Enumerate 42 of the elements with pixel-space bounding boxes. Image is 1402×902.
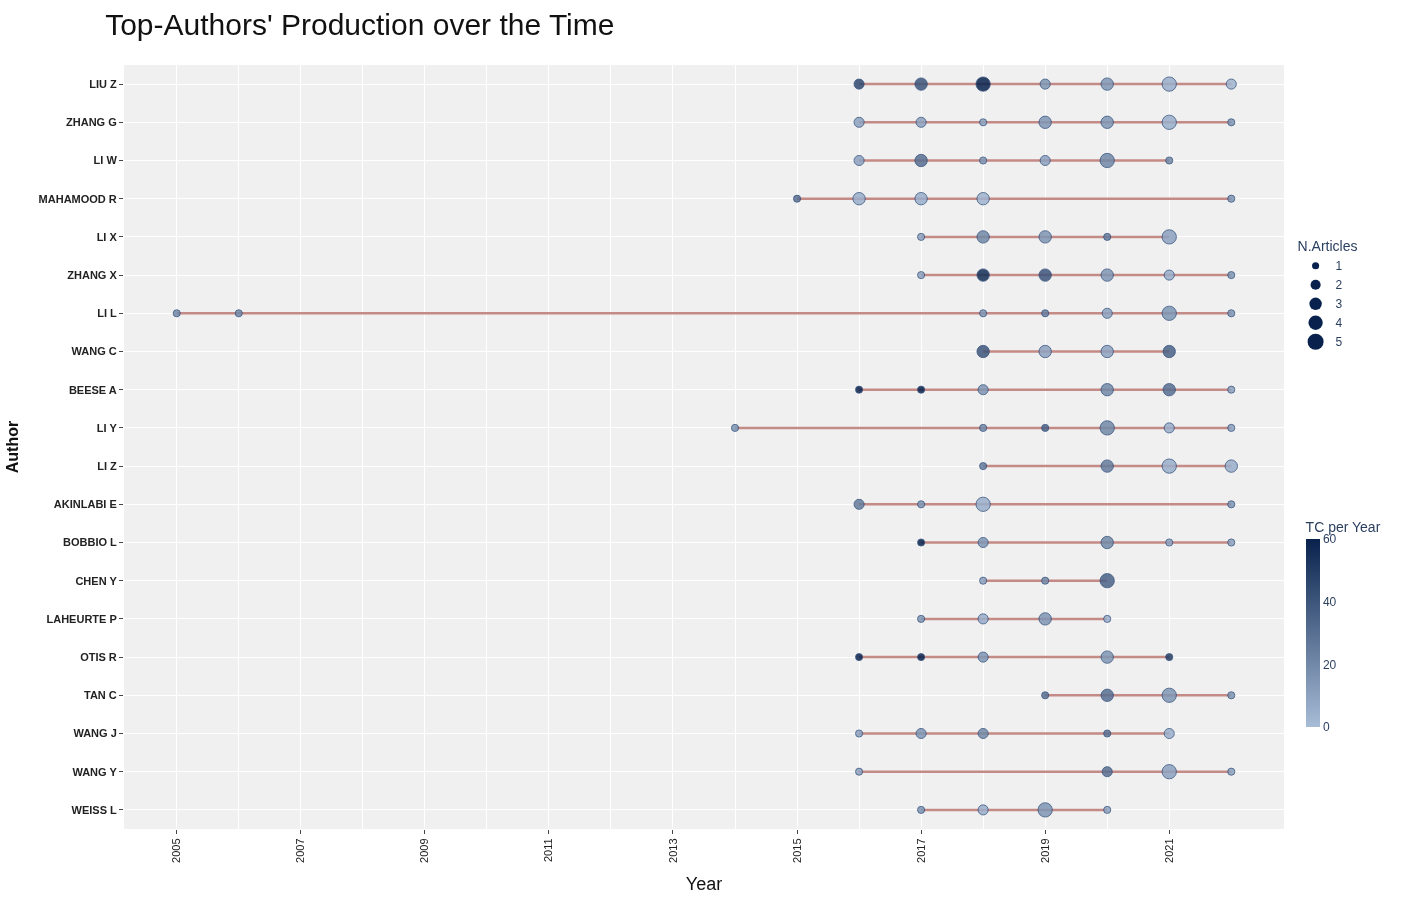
legend-label: 2 [1335,278,1343,293]
x-tick-label: 2021 [1162,838,1175,863]
y-tick-label: ZHANG X [67,268,118,281]
y-tick-label: BOBBIO L [63,536,118,549]
y-tick-label: MAHAMOOD R [38,192,117,205]
legend-label: 3 [1335,297,1343,312]
y-tick-label: ZHANG G [66,116,117,129]
y-tick-label: WANG Y [72,765,118,778]
y-tick-label: LAHEURTE P [46,612,117,625]
y-tick-label: LI L [97,307,118,320]
legend-label: 1 [1335,259,1343,274]
y-tick-label: OTIS R [80,650,117,663]
y-tick-label: LI Y [96,421,118,434]
y-tick-label: WANG J [73,727,117,740]
x-tick-label: 2013 [666,838,679,863]
x-tick-label: 2015 [790,838,803,863]
legend-label: 5 [1335,335,1343,350]
color-bar-title: TC per Year [1305,518,1381,535]
color-bar-label: 20 [1322,657,1337,672]
y-tick-label: WEISS L [71,803,118,816]
x-tick-label: 2009 [418,838,431,863]
legend-label: 4 [1335,316,1343,331]
chart-title: Top-Authors' Production over the Time [105,7,615,41]
color-bar-label: 40 [1322,594,1337,609]
x-tick-label: 2017 [914,838,927,863]
x-tick-label: 2005 [170,838,183,863]
x-tick-label: 2011 [542,838,555,863]
y-tick-label: LI W [93,154,118,167]
color-bar-label: 0 [1322,720,1330,735]
y-tick-label: CHEN Y [75,574,118,587]
y-tick-label: AKINLABI E [53,498,117,511]
x-tick-label: 2007 [294,838,307,863]
legend-title: N.Articles [1297,238,1358,255]
y-axis-title: Author [4,420,22,474]
y-tick-label: LI X [96,230,118,243]
y-tick-label: TAN C [84,689,117,702]
x-tick-label: 2019 [1038,838,1051,863]
x-axis-title: Year [685,873,723,894]
y-tick-label: LIU Z [89,77,118,90]
y-tick-label: WANG C [71,345,117,358]
y-tick-label: LI Z [97,459,118,472]
y-tick-label: BEESE A [68,383,117,396]
